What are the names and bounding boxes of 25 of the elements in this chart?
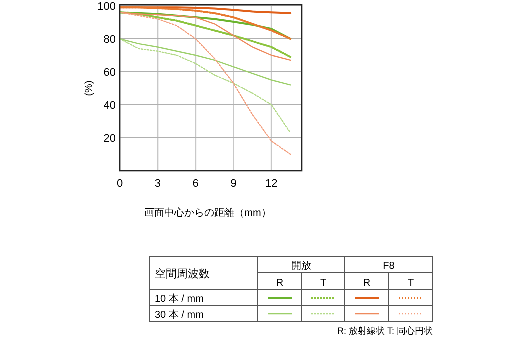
text: R xyxy=(276,278,284,289)
x-tick-label: 0 xyxy=(116,178,124,190)
x-tick-label: 3 xyxy=(154,178,161,190)
text: 30 本 / mm xyxy=(155,309,204,321)
line-series xyxy=(119,12,292,156)
y-tick-label: 20 xyxy=(104,133,116,145)
text: 10 本 / mm xyxy=(155,293,204,305)
x-tick-label: 9 xyxy=(230,178,237,190)
y-tick-label: 80 xyxy=(104,34,116,46)
x-tick-label: 6 xyxy=(192,178,199,190)
line-series xyxy=(119,38,292,86)
text: 開放 xyxy=(292,261,312,272)
y-tick-label: 100 xyxy=(98,1,116,13)
x-axis-title: 画面中心からの距離（mm） xyxy=(144,207,272,219)
y-tick-label: 40 xyxy=(104,100,116,112)
text: F8 xyxy=(383,261,396,272)
text: T xyxy=(408,278,414,289)
text: R xyxy=(363,278,371,289)
y-axis-title: (%) xyxy=(84,80,95,96)
x-tick-label: 12 xyxy=(266,178,278,190)
text: T xyxy=(320,278,327,289)
text: R: 放射線状 T: 同心円状 xyxy=(337,326,433,336)
line-series xyxy=(119,38,292,134)
y-tick-label: 60 xyxy=(104,67,116,79)
legend-title: 空間周波数 xyxy=(155,268,210,280)
